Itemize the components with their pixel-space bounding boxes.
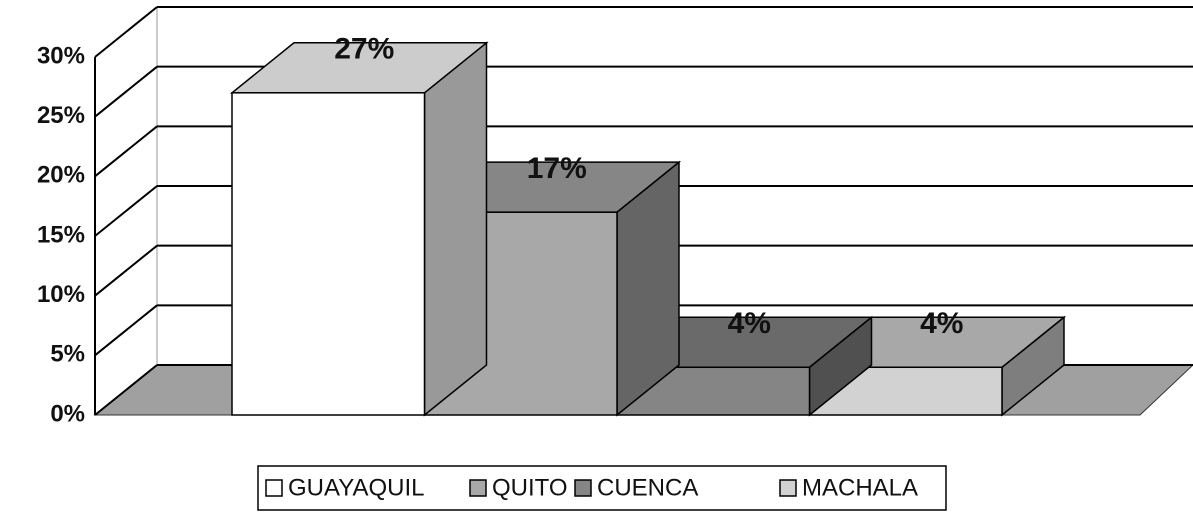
legend-box: [257, 465, 947, 511]
y-tick-label: 30%: [37, 42, 85, 69]
legend-swatch: [265, 479, 283, 497]
legend-swatch: [779, 479, 797, 497]
grid-diagonal: [94, 65, 158, 118]
legend-swatch: [469, 479, 487, 497]
y-tick-label: 0%: [50, 400, 85, 427]
legend-swatch: [574, 479, 592, 497]
y-tick-label: 10%: [37, 281, 85, 308]
legend-label: MACHALA: [802, 474, 918, 501]
legend-label: CUENCA: [597, 474, 698, 501]
legend-label: GUAYAQUIL: [288, 474, 424, 501]
y-tick-label: 5%: [50, 341, 85, 368]
grid-diagonal: [94, 244, 158, 297]
value-label: 27%: [334, 33, 394, 66]
grid-diagonal: [94, 304, 158, 357]
grid-diagonal: [94, 364, 158, 416]
grid-diagonal: [94, 125, 158, 178]
y-tick-label: 20%: [37, 162, 85, 189]
value-label: 4%: [920, 307, 963, 340]
value-label: 17%: [527, 152, 587, 185]
y-tick-label: 25%: [37, 102, 85, 129]
bar-top: [229, 42, 489, 94]
value-label: 4%: [728, 307, 771, 340]
grid-diagonal: [94, 185, 158, 237]
legend-label: QUITO: [492, 474, 568, 501]
y-tick-label: 15%: [37, 221, 85, 248]
grid-diagonal: [94, 6, 158, 58]
bar-side: [423, 41, 488, 417]
bar: [231, 92, 426, 416]
